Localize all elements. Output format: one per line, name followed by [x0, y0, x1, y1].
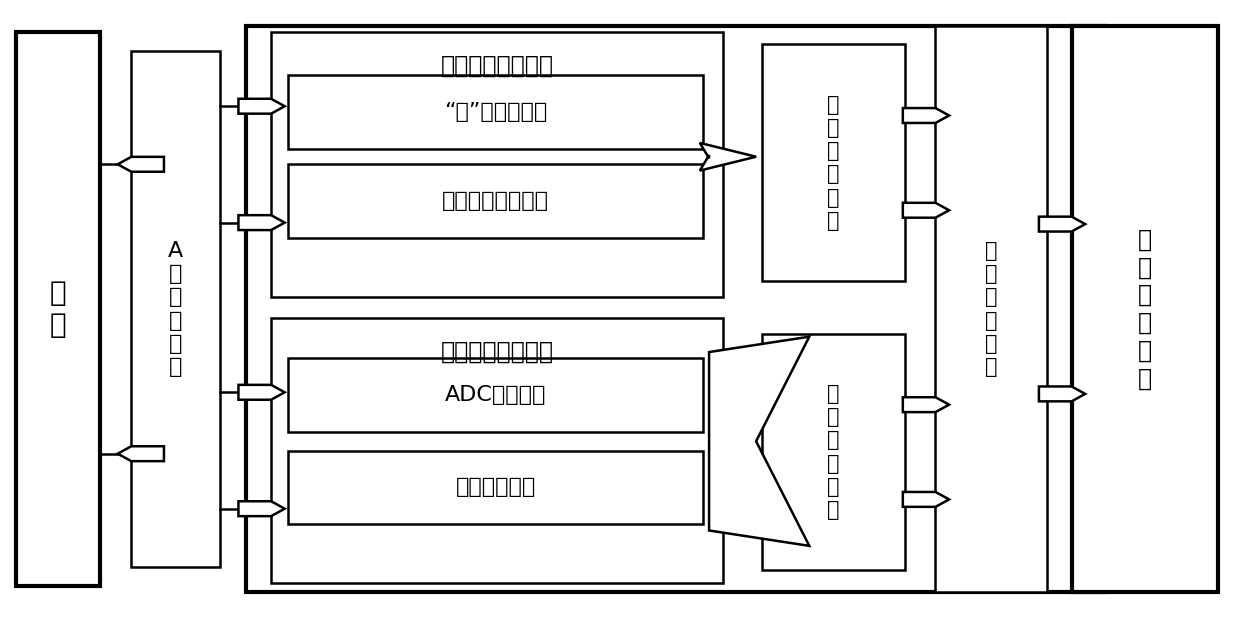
Text: A
型
超
声
探
头: A 型 超 声 探 头 [169, 241, 184, 377]
Polygon shape [118, 157, 164, 172]
Bar [289, 164, 703, 239]
Text: 单向脉冲发生电路: 单向脉冲发生电路 [443, 192, 549, 211]
Bar [272, 32, 723, 297]
Text: 电
源
管
理
电
路: 电 源 管 理 电 路 [1137, 227, 1152, 391]
Text: 通
道
选
择
电
路: 通 道 选 择 电 路 [827, 95, 839, 231]
Bar [1071, 26, 1218, 592]
Polygon shape [903, 397, 949, 412]
Bar [289, 75, 703, 149]
Polygon shape [1039, 386, 1085, 401]
Bar [289, 451, 703, 524]
Polygon shape [238, 215, 285, 230]
Polygon shape [903, 108, 949, 123]
Polygon shape [903, 492, 949, 507]
Text: ADC转换电路: ADC转换电路 [445, 385, 547, 405]
Text: 模
式
选
择
电
路: 模 式 选 择 电 路 [827, 384, 839, 520]
Polygon shape [903, 203, 949, 218]
Text: 人
体: 人 体 [50, 279, 67, 339]
Bar [935, 26, 1047, 592]
Polygon shape [699, 143, 756, 171]
Polygon shape [238, 501, 285, 516]
Text: 主
控
芯
片
电
路: 主 控 芯 片 电 路 [985, 241, 997, 377]
Bar [289, 358, 703, 432]
Polygon shape [118, 446, 164, 461]
Bar [272, 318, 723, 583]
Bar [247, 26, 1106, 592]
Bar [131, 51, 221, 567]
Bar [16, 32, 100, 586]
Text: “或”门阵列电路: “或”门阵列电路 [444, 102, 547, 122]
Polygon shape [709, 337, 810, 546]
Polygon shape [238, 99, 285, 114]
Bar [763, 44, 904, 281]
Bar [763, 334, 904, 570]
Text: 信号放大电路: 信号放大电路 [455, 478, 536, 497]
Polygon shape [1039, 217, 1085, 232]
Text: 超声信号激励电路: 超声信号激励电路 [440, 54, 553, 78]
Text: 回波信号处理电路: 回波信号处理电路 [440, 340, 553, 364]
Polygon shape [238, 385, 285, 400]
